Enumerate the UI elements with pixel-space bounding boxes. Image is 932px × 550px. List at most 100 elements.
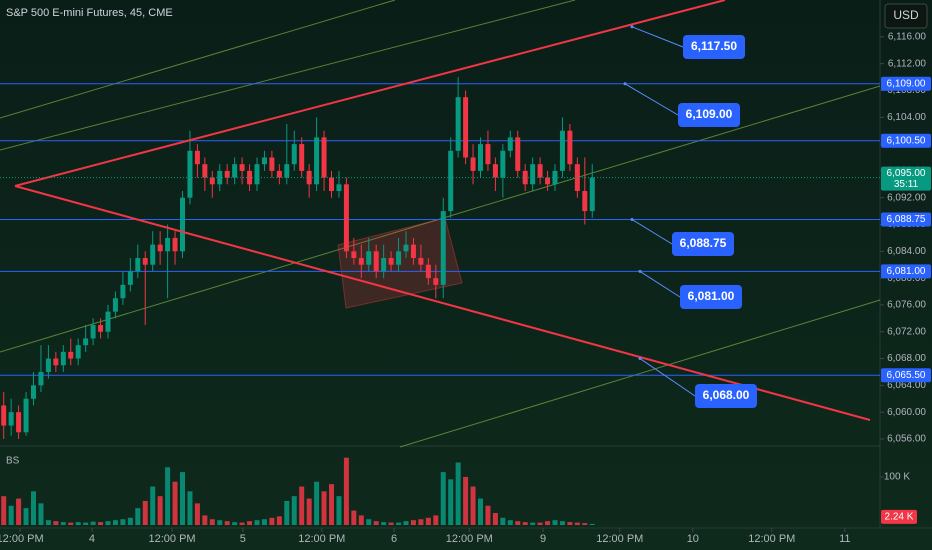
volume-bar [500, 517, 506, 525]
volume-bar [202, 515, 208, 525]
volume-bar [306, 498, 312, 525]
candle-body [589, 177, 595, 212]
volume-bar [492, 512, 498, 525]
trend-lines [14, 0, 871, 421]
volume-bar [224, 521, 230, 525]
volume-bar [358, 515, 364, 525]
callout-label: 6,081.00 [688, 289, 735, 303]
volume-bar [142, 500, 148, 525]
candle-body [314, 137, 320, 185]
volume-bar [187, 491, 193, 525]
volume-bar [478, 498, 483, 525]
level-tag-label: 6,088.75 [887, 214, 926, 225]
y-tick-label: 6,084.00 [887, 246, 926, 257]
volume-bar [53, 521, 59, 525]
candle-body [537, 164, 543, 178]
candle-body [284, 164, 290, 178]
candle-body [366, 251, 372, 265]
volume-bar [247, 521, 253, 525]
candle-body [68, 351, 74, 359]
level-tag [881, 368, 931, 383]
volume-bar [381, 522, 387, 525]
candle-body [425, 264, 431, 279]
volume-bar [165, 467, 171, 525]
candle-body [291, 144, 297, 165]
callout-label: 6,068.00 [703, 388, 750, 402]
candle-body [120, 284, 126, 299]
candle-body [343, 184, 349, 252]
volume-bar [329, 484, 334, 525]
volume-bar [194, 503, 200, 525]
candle-body [239, 164, 245, 171]
overlay: 6,117.50 6,109.00 6,088.75 6,081.00 6,068.00 [0, 25, 880, 408]
volume-bar [336, 496, 342, 525]
y-tick-label: 6,112.00 [888, 58, 927, 69]
candle-body [373, 251, 379, 272]
candle-body [202, 164, 208, 178]
level-tag [881, 76, 931, 91]
volume-bar [545, 521, 551, 525]
volume-bar [299, 486, 305, 525]
candle-body [232, 164, 238, 178]
y-tick-label: 6,056.00 [887, 434, 926, 445]
candle-body [403, 244, 409, 252]
candle-body [261, 157, 267, 165]
candle-body [478, 144, 483, 171]
x-tick-label: 12:00 PM [149, 533, 196, 545]
callout-box [678, 103, 740, 127]
candle-body [16, 412, 22, 433]
candle-body [157, 244, 163, 252]
level-tag [881, 133, 931, 148]
levels [0, 36, 884, 478]
callout-label: 6,117.50 [691, 39, 737, 53]
candle-body [470, 157, 476, 171]
candle-body [545, 177, 551, 185]
chart-title: S&P 500 E-mini Futures, 45, CME [6, 7, 173, 19]
candle-body [31, 385, 36, 399]
candle-body [574, 164, 580, 192]
level-tag-label: 6,065.50 [887, 370, 926, 381]
volume-bar [1, 496, 7, 525]
candle-body [53, 358, 59, 366]
trend-line [14, 0, 726, 187]
volume-bar [23, 508, 29, 525]
volume-bar [589, 523, 595, 525]
currency[interactable]: USD [893, 8, 919, 22]
candle-body [60, 351, 66, 366]
volume-bar [567, 522, 573, 525]
x-tick-label: 12:00 PM [748, 533, 795, 545]
volume-bar [150, 486, 156, 525]
channel-line [0, 0, 576, 151]
callout-box [672, 232, 734, 256]
candle-body [180, 197, 185, 252]
candle-body [485, 144, 491, 165]
x-tick-label: 12:00 PM [298, 533, 345, 545]
candle-body [224, 170, 230, 178]
volume-bar [120, 519, 126, 525]
currency-button[interactable] [884, 3, 928, 29]
volume-bar [284, 500, 290, 525]
last-price-tag [881, 166, 931, 191]
candle-body [187, 150, 193, 198]
candle-body [388, 258, 394, 265]
volume-bar [291, 496, 297, 525]
volume-bar [410, 520, 416, 525]
volume-bar [68, 522, 74, 525]
volume-bar [366, 519, 372, 525]
candle-body [299, 144, 305, 171]
candle-body [269, 157, 275, 171]
y-tick-label: 6,060.00 [887, 407, 926, 418]
volume-bar [552, 520, 558, 525]
countdown: 35:11 [894, 179, 919, 190]
volume-bar [209, 519, 215, 525]
candle-body [396, 251, 402, 265]
volume-bar [112, 520, 118, 525]
volume-bar [38, 503, 44, 525]
volume-bar [559, 521, 565, 525]
callout-label: 6,109.00 [686, 107, 733, 121]
volume-bar [239, 522, 245, 525]
volume-bar [75, 522, 81, 525]
channel-line [399, 299, 881, 448]
y-tick-label: 6,116.00 [888, 32, 927, 43]
candle-body [455, 97, 461, 151]
